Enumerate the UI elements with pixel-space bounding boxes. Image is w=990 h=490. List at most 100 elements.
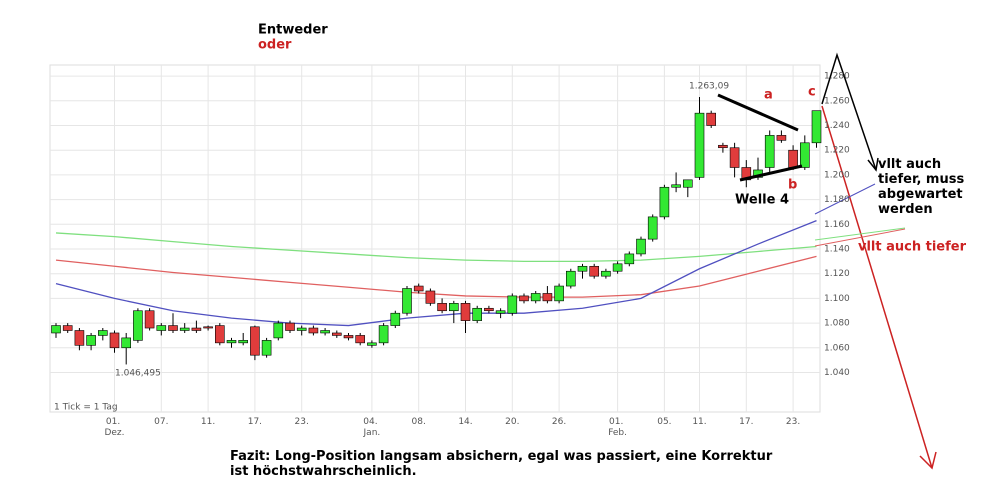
x-tick-label: 08. bbox=[412, 417, 426, 427]
tick-note: 1 Tick = 1 Tag bbox=[54, 403, 118, 413]
y-tick-label: 1.280 bbox=[824, 72, 850, 82]
candle-body bbox=[320, 330, 330, 334]
high-label: 1.263,09 bbox=[689, 82, 729, 92]
candle-body bbox=[355, 335, 366, 344]
note-lower: vllt auch tiefer, muss abgewartet werden bbox=[878, 157, 969, 217]
candle-body bbox=[542, 293, 553, 302]
candle-body bbox=[144, 310, 155, 329]
extension bbox=[814, 227, 906, 241]
candle-body bbox=[776, 135, 787, 141]
candle-body bbox=[226, 340, 237, 344]
chart-title: Entweder bbox=[258, 23, 328, 38]
candle-body bbox=[168, 325, 178, 331]
candle-body bbox=[308, 327, 319, 334]
candle-body bbox=[788, 149, 798, 168]
candle-body bbox=[133, 310, 143, 341]
candle-body bbox=[86, 335, 96, 346]
candle-body bbox=[577, 265, 588, 272]
candle-body bbox=[285, 322, 295, 331]
arrow-head bbox=[919, 451, 937, 470]
y-tick-label: 1.180 bbox=[824, 195, 850, 205]
candle-body bbox=[799, 142, 810, 168]
candle-body bbox=[530, 293, 541, 302]
arrow-path bbox=[821, 105, 933, 469]
candle-body bbox=[156, 325, 167, 331]
candle-body bbox=[331, 332, 342, 336]
candle-body bbox=[554, 285, 564, 302]
candle-body bbox=[413, 285, 424, 292]
candle-body bbox=[484, 307, 494, 312]
candle-body bbox=[624, 253, 635, 265]
candle-body bbox=[647, 216, 658, 240]
x-tick-label: 11. bbox=[201, 417, 215, 427]
wave-line bbox=[717, 93, 799, 132]
candle-body bbox=[121, 337, 131, 349]
candle-body bbox=[215, 325, 225, 344]
x-tick-label: 20. bbox=[505, 417, 519, 427]
candle-body bbox=[378, 325, 389, 344]
candle-body bbox=[367, 342, 377, 346]
x-tick-label: 11. bbox=[692, 417, 706, 427]
x-tick-label: 04. Jan. bbox=[363, 417, 381, 438]
candle-body bbox=[507, 295, 518, 314]
plot-frame bbox=[49, 64, 821, 413]
candle-body bbox=[191, 327, 202, 331]
wave-b: b bbox=[788, 178, 797, 193]
y-tick-label: 1.060 bbox=[824, 343, 850, 353]
low-label: 1.046,495 bbox=[115, 369, 161, 379]
candle-body bbox=[296, 327, 307, 331]
candle-body bbox=[601, 270, 611, 277]
x-tick-label: 01. Feb. bbox=[608, 417, 627, 438]
y-tick-label: 1.220 bbox=[824, 146, 850, 156]
candle-body bbox=[589, 265, 600, 277]
candle-body bbox=[437, 303, 447, 312]
candle-body bbox=[51, 325, 61, 334]
candle-body bbox=[425, 290, 436, 304]
y-tick-label: 1.160 bbox=[824, 220, 850, 230]
candle-body bbox=[682, 179, 693, 188]
candle-body bbox=[729, 147, 740, 168]
candle-body bbox=[109, 332, 120, 349]
note-red: vllt auch tiefer bbox=[858, 240, 967, 255]
candle-body bbox=[179, 327, 190, 331]
candle-body bbox=[343, 335, 354, 339]
y-tick-label: 1.100 bbox=[824, 294, 850, 304]
x-tick-label: 05. bbox=[657, 417, 671, 427]
wave-label: Welle 4 bbox=[735, 193, 789, 208]
candle-body bbox=[390, 312, 401, 326]
candle-body bbox=[74, 330, 85, 346]
x-tick-label: 07. bbox=[154, 417, 168, 427]
y-tick-label: 1.140 bbox=[824, 244, 850, 254]
candle-body bbox=[402, 288, 412, 314]
y-tick-label: 1.200 bbox=[824, 170, 850, 180]
candle-body bbox=[460, 303, 471, 321]
y-tick-label: 1.080 bbox=[824, 319, 850, 329]
extension bbox=[814, 183, 876, 215]
candle-body bbox=[472, 307, 483, 321]
candle-body bbox=[203, 326, 213, 329]
candle-body bbox=[612, 263, 623, 272]
candle-body bbox=[98, 330, 108, 336]
y-tick-label: 1.240 bbox=[824, 121, 850, 131]
candle-body bbox=[273, 322, 284, 339]
x-tick-label: 14. bbox=[458, 417, 472, 427]
candle-body bbox=[694, 112, 705, 178]
arrow-path bbox=[821, 52, 877, 171]
x-tick-label: 23. bbox=[786, 417, 800, 427]
candle-body bbox=[62, 325, 73, 331]
candle-body bbox=[811, 110, 822, 144]
candle-body bbox=[671, 184, 681, 188]
y-tick-label: 1.260 bbox=[824, 96, 850, 106]
candle-body bbox=[250, 326, 260, 356]
candle-body bbox=[636, 238, 646, 255]
wave-line bbox=[739, 164, 803, 182]
y-tick-label: 1.120 bbox=[824, 269, 850, 279]
candle-body bbox=[519, 295, 529, 302]
arrow-head bbox=[867, 157, 879, 172]
y-tick-label: 1.040 bbox=[824, 368, 850, 378]
candle-body bbox=[706, 112, 717, 126]
footer: Fazit: Long-Position langsam absichern, … bbox=[230, 449, 777, 479]
wave-a: a bbox=[764, 88, 773, 103]
x-tick-label: 01. Dez. bbox=[104, 417, 124, 438]
